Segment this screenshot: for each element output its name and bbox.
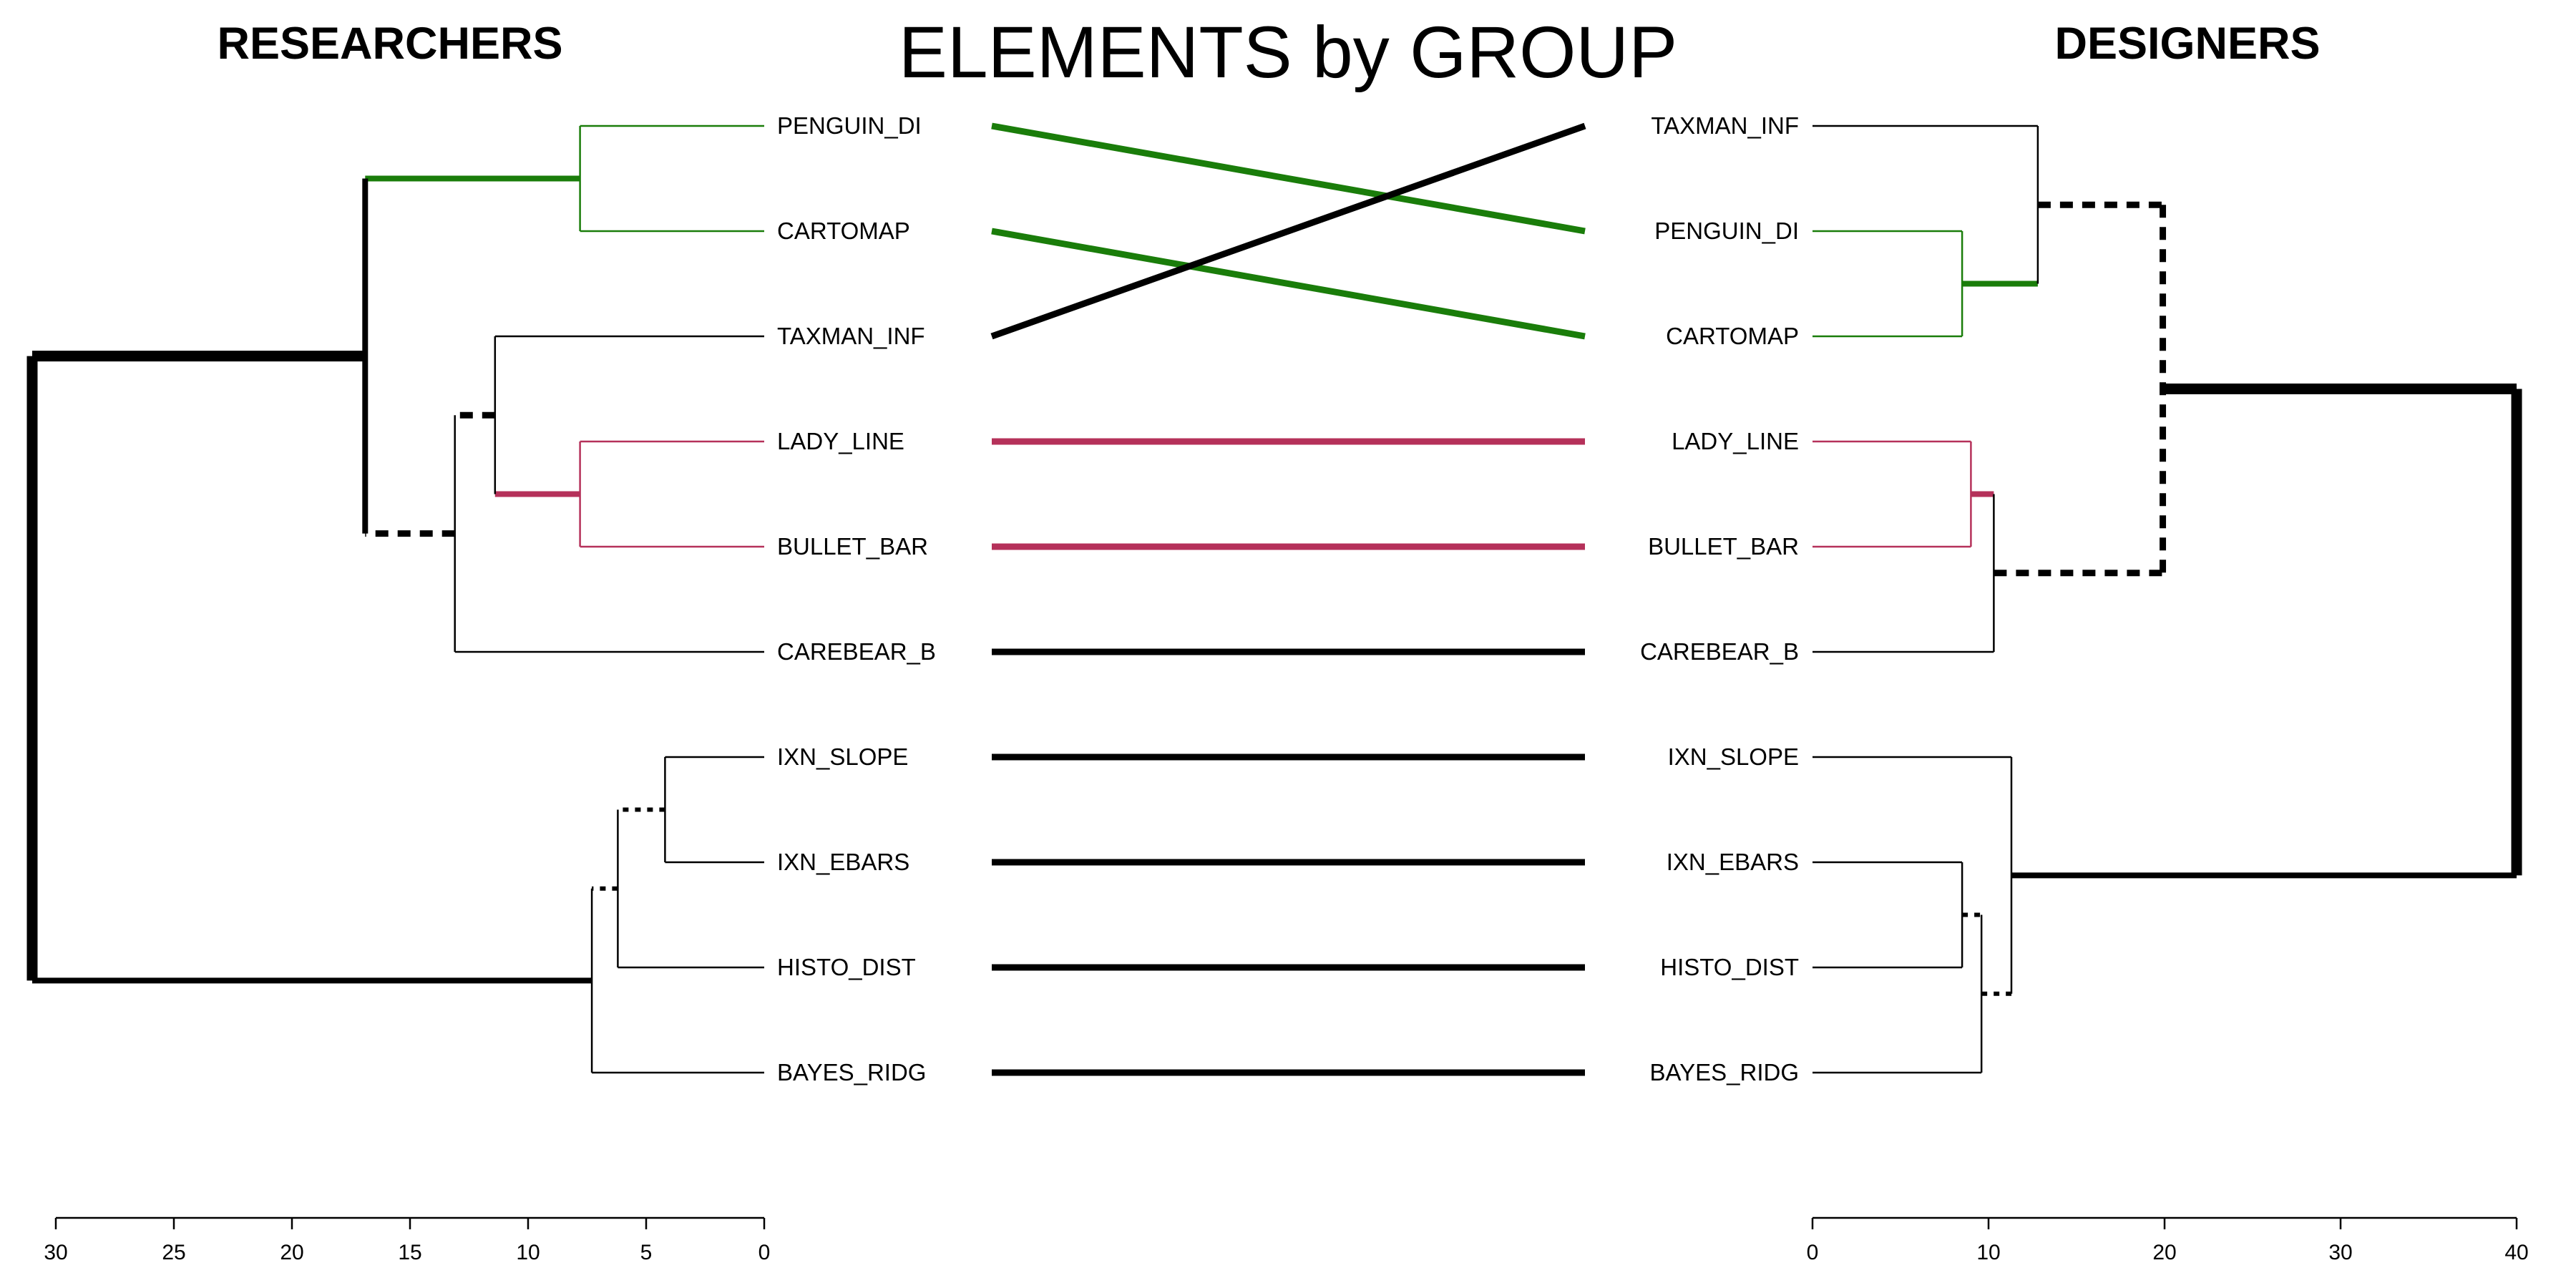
axis-tick-label: 30 (2328, 1241, 2352, 1264)
axis-tick-label: 0 (1807, 1241, 1819, 1264)
right-leaf-label: HISTO_DIST (1660, 954, 1799, 980)
connector-lines (990, 122, 1586, 1076)
left-leaf-label: BAYES_RIDG (777, 1059, 926, 1085)
left-leaf-label: IXN_EBARS (777, 849, 909, 875)
right-axis: 0 10 20 30 40 (1807, 1216, 2529, 1264)
left-leaf-label: LADY_LINE (777, 428, 904, 454)
left-leaf-label: PENGUIN_DI (777, 112, 922, 139)
right-panel-title: DESIGNERS (2054, 19, 2320, 69)
left-axis: 30 25 20 15 10 5 0 (44, 1216, 771, 1264)
left-dendrogram (26, 125, 764, 1074)
left-leaf-label: CARTOMAP (777, 218, 910, 244)
right-leaf-label: IXN_EBARS (1667, 849, 1799, 875)
axis-tick-label: 10 (1976, 1241, 2000, 1264)
left-leaf-label: HISTO_DIST (777, 954, 916, 980)
right-leaf-label: BAYES_RIDG (1650, 1059, 1799, 1085)
connector-line (991, 228, 1586, 340)
left-leaf-label: BULLET_BAR (777, 533, 928, 560)
left-leaf-label: TAXMAN_INF (777, 323, 925, 349)
right-leaf-labels: TAXMAN_INF PENGUIN_DI CARTOMAP LADY_LINE BUL… (1640, 112, 1799, 1085)
chart-title: ELEMENTS by GROUP (899, 11, 1677, 93)
left-panel-title: RESEARCHERS (217, 19, 562, 69)
connector-line (991, 122, 1586, 235)
left-leaf-label: CAREBEAR_B (777, 638, 936, 665)
axis-tick-label: 25 (162, 1241, 185, 1264)
right-leaf-label: CARTOMAP (1666, 323, 1799, 349)
right-leaf-label: CAREBEAR_B (1640, 638, 1799, 665)
connector-line (990, 122, 1586, 340)
left-leaf-label: IXN_SLOPE (777, 743, 908, 770)
axis-tick-label: 5 (640, 1241, 653, 1264)
right-leaf-label: TAXMAN_INF (1651, 112, 1799, 139)
axis-tick-label: 15 (398, 1241, 421, 1264)
axis-tick-label: 20 (2152, 1241, 2176, 1264)
axis-tick-label: 10 (516, 1241, 540, 1264)
right-leaf-label: PENGUIN_DI (1654, 218, 1799, 244)
right-dendrogram (1813, 125, 2522, 1074)
axis-tick-label: 40 (2504, 1241, 2528, 1264)
right-leaf-label: LADY_LINE (1672, 428, 1799, 454)
right-leaf-label: BULLET_BAR (1648, 533, 1799, 560)
axis-tick-label: 20 (280, 1241, 303, 1264)
left-leaf-labels: PENGUIN_DI CARTOMAP TAXMAN_INF LADY_LINE BUL… (777, 112, 936, 1085)
right-leaf-label: IXN_SLOPE (1668, 743, 1799, 770)
axis-tick-label: 30 (44, 1241, 67, 1264)
axis-tick-label: 0 (758, 1241, 771, 1264)
